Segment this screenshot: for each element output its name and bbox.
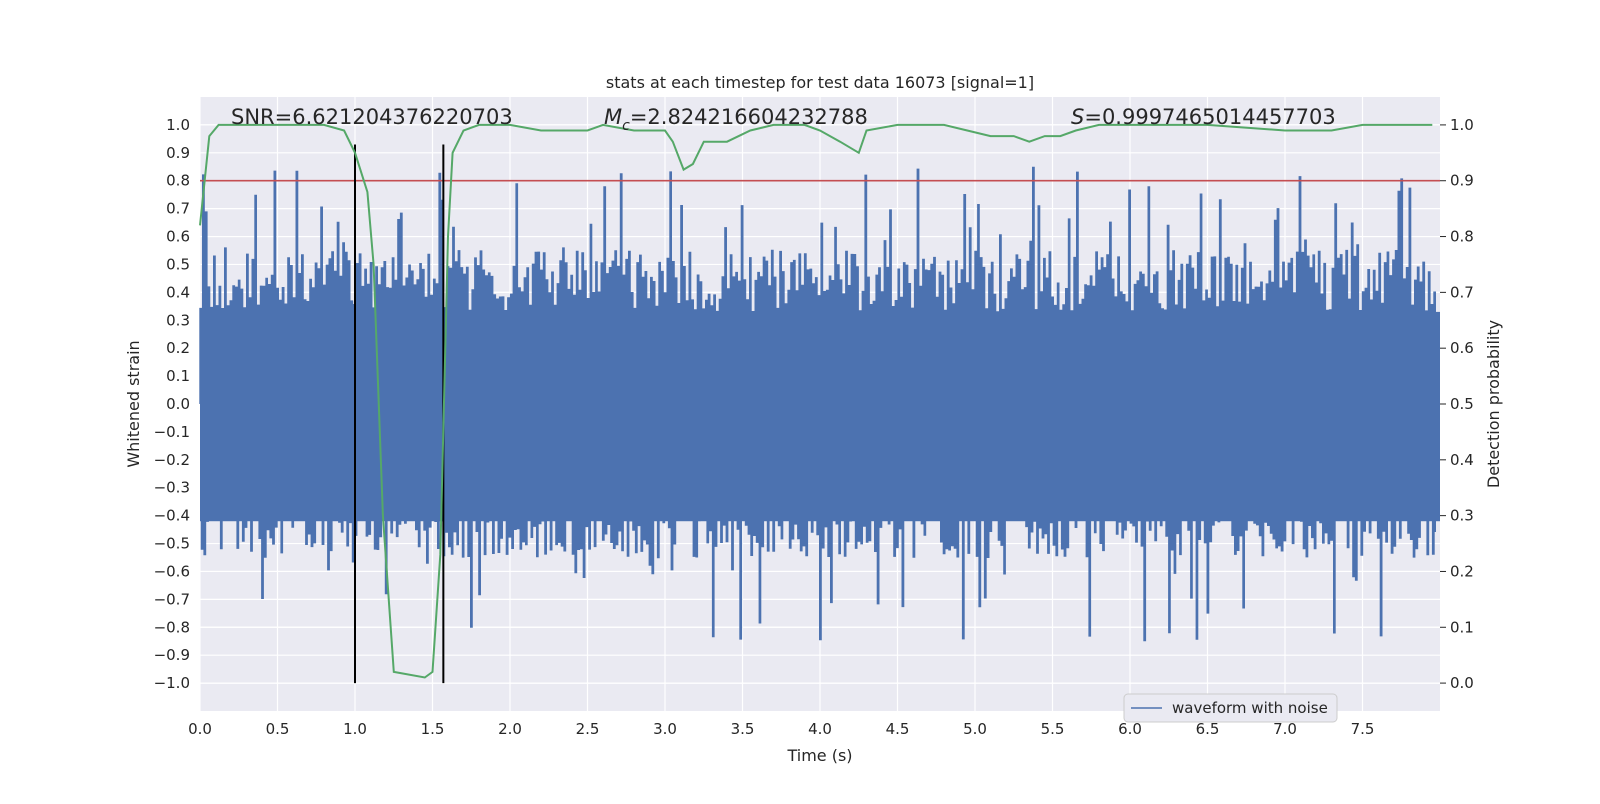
y-tick-label-right: 0.9 <box>1450 172 1474 190</box>
y-tick-label-left: −0.2 <box>154 451 190 469</box>
y-tick-label-right: 0.8 <box>1450 228 1474 246</box>
x-tick-label: 0.5 <box>266 720 290 738</box>
y-tick-label-left: −0.1 <box>154 423 190 441</box>
y-tick-label-left: −0.8 <box>154 618 190 636</box>
y-tick-label-left: −0.6 <box>154 562 190 580</box>
chart-title: stats at each timestep for test data 160… <box>606 73 1034 92</box>
significance-annotation: S=0.9997465014457703 <box>1071 105 1336 129</box>
significance-symbol: S <box>1071 105 1084 129</box>
y-axis-label-left: Whitened strain <box>124 340 143 467</box>
y-tick-label-right: 0.5 <box>1450 395 1474 413</box>
x-tick-label: 7.0 <box>1273 720 1297 738</box>
x-tick-label: 5.0 <box>963 720 987 738</box>
y-tick-label-left: 0.3 <box>166 311 190 329</box>
y-tick-label-left: −0.9 <box>154 646 190 664</box>
chirp-mass-annotation: Mc=2.824216604232788 <box>604 105 868 134</box>
x-tick-label: 2.5 <box>576 720 600 738</box>
waveform-series <box>199 166 1440 642</box>
y-tick-label-right: 0.3 <box>1450 507 1474 525</box>
y-tick-label-right: 0.0 <box>1450 674 1474 692</box>
y-tick-label-left: −0.4 <box>154 507 190 525</box>
legend-box <box>1123 693 1338 723</box>
y-tick-label-left: −0.3 <box>154 479 190 497</box>
legend-waveform-label: waveform with noise <box>1172 699 1328 717</box>
y-tick-label-left: 0.4 <box>166 283 190 301</box>
x-tick-label: 7.5 <box>1351 720 1375 738</box>
x-tick-label: 1.0 <box>343 720 367 738</box>
x-tick-label: 2.0 <box>498 720 522 738</box>
y-tick-label-left: 0.2 <box>166 339 190 357</box>
y-axis-label-right: Detection probability <box>1484 320 1503 488</box>
legend: waveform with noise <box>1123 693 1338 723</box>
y-tick-label-left: 0.0 <box>166 395 190 413</box>
significance-value: =0.9997465014457703 <box>1084 105 1335 129</box>
waveform-dense-core <box>200 311 1440 522</box>
chirp-mass-value: =2.824216604232788 <box>630 105 868 129</box>
x-tick-label: 5.5 <box>1041 720 1065 738</box>
y-tick-label-right: 0.7 <box>1450 283 1474 301</box>
x-tick-label: 6.0 <box>1118 720 1142 738</box>
y-tick-label-left: 0.7 <box>166 200 190 218</box>
y-tick-label-right: 1.0 <box>1450 116 1474 134</box>
y-tick-label-right: 0.2 <box>1450 562 1474 580</box>
x-tick-label: 3.5 <box>731 720 755 738</box>
y-tick-label-left: 0.5 <box>166 255 190 273</box>
y-tick-label-left: 1.0 <box>166 116 190 134</box>
y-tick-label-left: 0.9 <box>166 144 190 162</box>
y-tick-label-left: −0.5 <box>154 535 190 553</box>
x-tick-label: 6.5 <box>1196 720 1220 738</box>
y-tick-label-left: −1.0 <box>154 674 190 692</box>
x-tick-label: 4.5 <box>886 720 910 738</box>
x-axis-label: Time (s) <box>786 746 852 765</box>
chirp-mass-subscript: c <box>622 118 630 134</box>
y-tick-label-right: 0.4 <box>1450 451 1474 469</box>
chirp-mass-symbol: M <box>604 105 622 129</box>
y-tick-label-left: −0.7 <box>154 590 190 608</box>
y-tick-label-right: 0.1 <box>1450 618 1474 636</box>
x-tick-label: 1.5 <box>421 720 445 738</box>
y-tick-label-right: 0.6 <box>1450 339 1474 357</box>
y-tick-label-left: 0.1 <box>166 367 190 385</box>
detection-probability-line <box>199 123 1433 679</box>
y-tick-label-left: 0.6 <box>166 228 190 246</box>
snr-annotation: SNR=6.621204376220703 <box>231 105 513 129</box>
x-tick-label: 3.0 <box>653 720 677 738</box>
x-tick-label: 0.0 <box>188 720 212 738</box>
x-tick-label: 4.0 <box>808 720 832 738</box>
overlay-lines <box>199 123 1440 684</box>
y-tick-label-left: 0.8 <box>166 172 190 190</box>
tick-labels: 0.0 0.5 1.0 1.5 2.0 2.5 3.0 3.5 4.0 4.5 5.0 5.5 6.0 6… <box>154 116 1474 738</box>
